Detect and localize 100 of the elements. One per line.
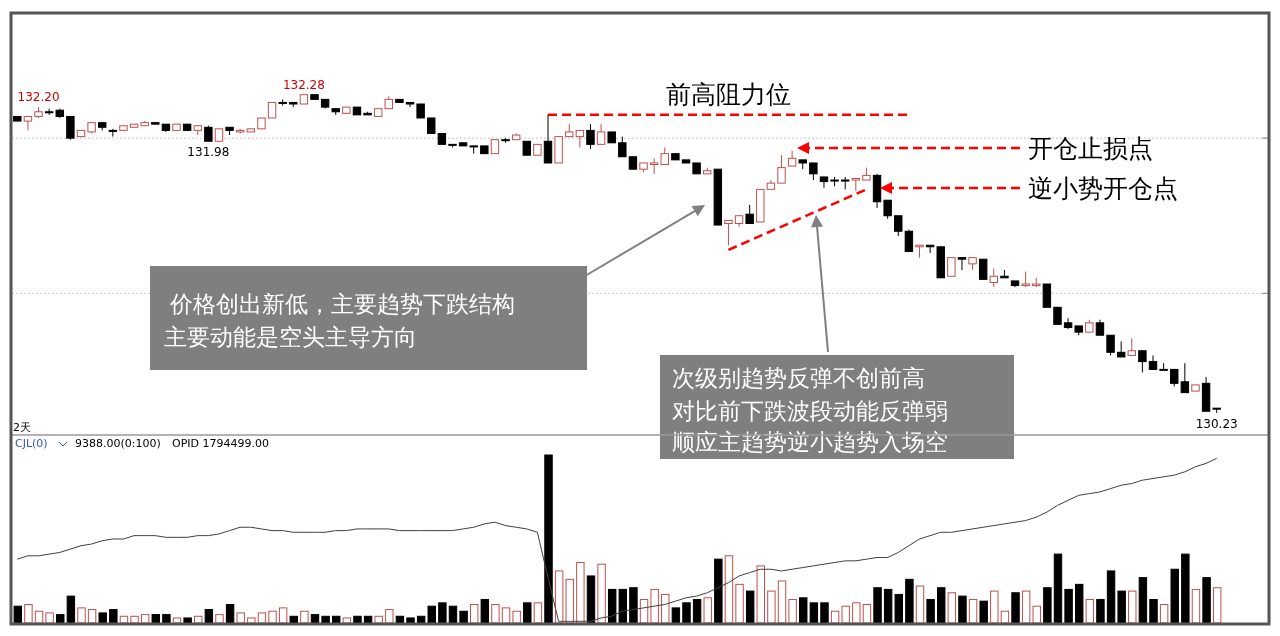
bar (1159, 604, 1169, 624)
bar (915, 585, 925, 624)
bar (1128, 590, 1137, 624)
bar (1149, 598, 1158, 624)
bar (204, 609, 214, 624)
bar (937, 587, 946, 624)
bar (703, 597, 712, 624)
bar (1106, 570, 1116, 624)
bar (24, 604, 33, 624)
bar (650, 588, 659, 624)
candlestick (1106, 334, 1115, 356)
bar (661, 593, 670, 624)
bar (767, 590, 776, 624)
bar (958, 595, 967, 624)
bar (777, 580, 787, 624)
bar (278, 607, 288, 624)
bar (597, 563, 606, 624)
bar (947, 592, 957, 624)
bar (586, 575, 596, 624)
bar (374, 615, 383, 624)
bar (130, 615, 139, 624)
bar (554, 570, 564, 624)
bar (236, 612, 245, 624)
bar (310, 614, 320, 624)
bar (1117, 590, 1126, 624)
candlestick (904, 229, 914, 252)
bar (87, 609, 97, 624)
bar (501, 607, 511, 624)
bar (1053, 553, 1063, 624)
text: 132.28 (282, 77, 325, 92)
bar (109, 609, 118, 624)
bar (692, 598, 702, 624)
bar (438, 602, 447, 624)
annotation: 主要动能是空头主导方向 (164, 324, 417, 350)
bar (268, 610, 277, 624)
bar (13, 605, 23, 624)
candlestick (819, 176, 829, 189)
bar (714, 558, 723, 624)
bar (98, 612, 107, 624)
bar (470, 604, 479, 624)
candlestick (23, 115, 33, 131)
bar (491, 604, 500, 624)
bar (406, 617, 415, 624)
bar (1191, 588, 1201, 624)
bar (162, 614, 171, 624)
bar (77, 607, 86, 624)
annotation: 开仓止损点 (1028, 134, 1153, 163)
candlestick (957, 257, 967, 271)
candlestick (1159, 362, 1168, 371)
bar (745, 590, 755, 624)
bar (788, 598, 797, 624)
annotation: 顺应主趋势逆小趋势入场空 (672, 429, 948, 455)
bar (140, 614, 150, 624)
bar (533, 602, 543, 624)
bar (332, 615, 341, 624)
bar (459, 610, 468, 624)
bar (905, 578, 914, 624)
bar (321, 615, 330, 624)
candlestick (1042, 283, 1052, 308)
bar (724, 555, 734, 624)
bar (565, 578, 574, 624)
bar (576, 562, 585, 624)
bar (1138, 577, 1148, 624)
candlestick (894, 215, 903, 237)
bar (45, 612, 54, 624)
bar (990, 590, 999, 624)
bar (756, 565, 765, 624)
bar (448, 605, 458, 624)
candlestick (1063, 317, 1073, 330)
candlestick (543, 114, 553, 164)
bar (1212, 587, 1222, 624)
candlestick (1138, 350, 1147, 373)
bar (820, 602, 829, 624)
text: OPID 1794499.00 (172, 437, 269, 450)
bar (735, 583, 744, 624)
bar (151, 614, 160, 624)
bar (1043, 587, 1052, 624)
bar (1075, 583, 1084, 624)
bar (247, 617, 256, 624)
annotation: 次级别趋势反弹不创前高 (672, 365, 925, 391)
bar (172, 617, 182, 624)
candlestick (777, 154, 786, 184)
bar (1170, 568, 1179, 624)
annotation: 2天 (13, 421, 31, 434)
bar (862, 604, 872, 624)
candlestick (66, 115, 75, 141)
bar (979, 600, 988, 624)
bar (56, 614, 65, 624)
annotation: 价格创出新低，主要趋势下跌结构 (169, 291, 515, 317)
bar (968, 598, 978, 624)
bar (257, 612, 267, 624)
bar (873, 587, 882, 624)
bar (852, 602, 861, 624)
bar (342, 617, 352, 624)
series-label: 前高阻力位 (665, 79, 791, 109)
bar (66, 595, 76, 624)
annotation: 逆小势开仓点 (1028, 174, 1178, 203)
candlestick (596, 123, 606, 145)
bar (215, 614, 224, 624)
bar (1011, 592, 1020, 624)
